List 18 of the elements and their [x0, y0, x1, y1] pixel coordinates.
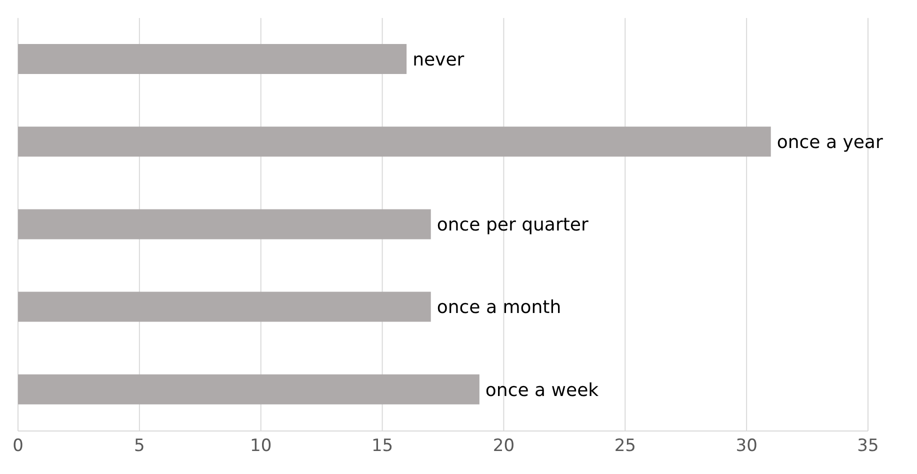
bar — [18, 209, 431, 240]
y-tick-label: once a week — [485, 380, 600, 401]
y-tick-label: once a month — [436, 297, 562, 318]
x-tick-label: 15 — [371, 436, 394, 456]
x-tick-label: 20 — [492, 436, 515, 456]
x-tick-label: 30 — [736, 436, 758, 456]
x-tick-label: 0 — [12, 436, 24, 456]
y-tick-label: never — [412, 49, 465, 70]
x-tick-label: 35 — [857, 436, 879, 456]
x-tick-label: 5 — [134, 436, 145, 456]
x-tick-label: 25 — [614, 436, 636, 456]
bar — [18, 44, 407, 74]
y-tick-label: once a year — [776, 132, 884, 153]
bar — [18, 374, 480, 404]
bar — [18, 126, 771, 157]
y-tick-label: once per quarter — [436, 214, 589, 236]
x-tick-label: 10 — [250, 436, 272, 456]
bar — [18, 292, 431, 322]
